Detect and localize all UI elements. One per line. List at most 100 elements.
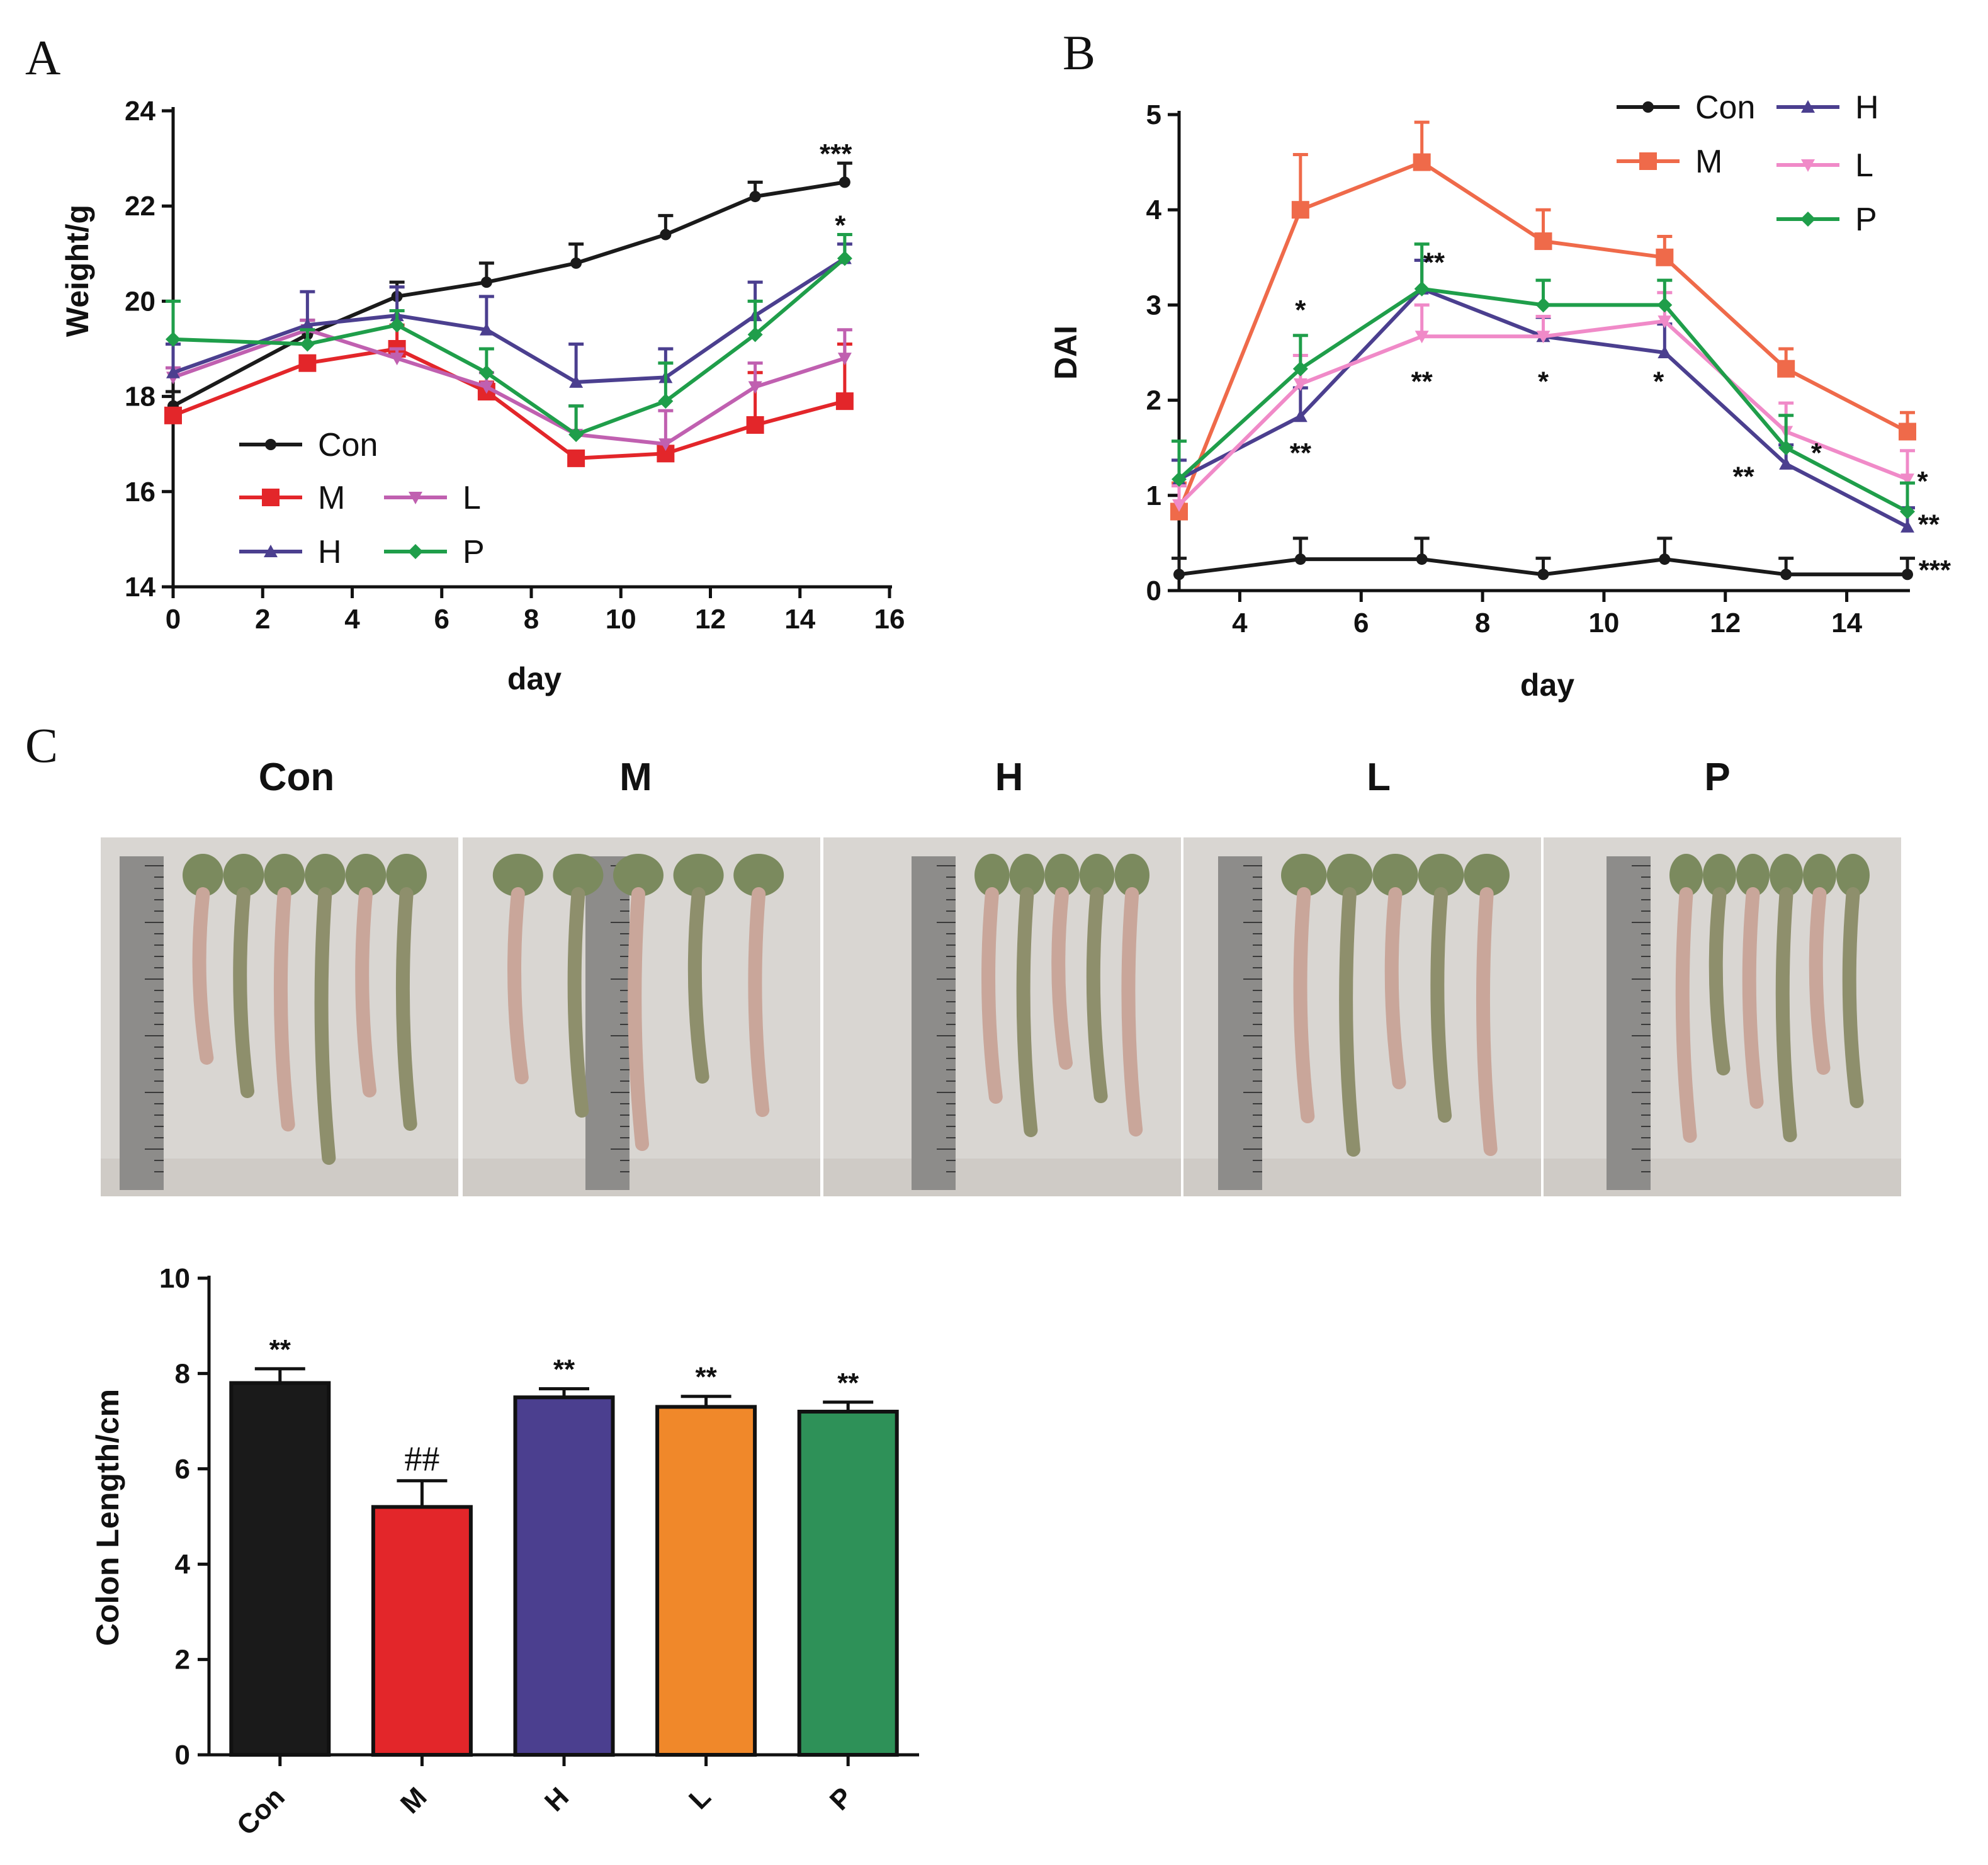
marker-L (748, 381, 762, 394)
ruler (1607, 856, 1651, 1190)
series-line-H (172, 256, 846, 384)
y-tick-label: 4 (1146, 195, 1162, 225)
cecum (1703, 854, 1736, 897)
bar-M (371, 1505, 473, 1757)
marker-L (479, 381, 494, 394)
x-tick-label: 4 (344, 604, 360, 635)
weight-chart-annotations: **** (820, 139, 852, 241)
marker-H (1900, 519, 1914, 533)
marker-Con (480, 276, 492, 288)
x-tick-label: 14 (1831, 608, 1862, 638)
photo-panel-shadow (1544, 1159, 1901, 1196)
marker-L (658, 438, 673, 451)
weight-chart-legend: Con M L H P (239, 427, 485, 570)
legend-marker-Con (265, 439, 276, 450)
colon (1775, 887, 1797, 1142)
significance-label: ** (1918, 509, 1940, 540)
marker-L (1536, 331, 1550, 344)
series-line-P (172, 257, 846, 437)
y-tick-label: 3 (1146, 290, 1161, 320)
cecum (1836, 854, 1870, 897)
bar-annotation-H: ** (553, 1354, 575, 1385)
photo-group-label-Con: Con (259, 756, 335, 799)
marker-Con (1537, 569, 1549, 581)
x-tick-label: 10 (1588, 608, 1619, 638)
y-tick-label: 20 (125, 286, 155, 317)
significance-label: * (1295, 295, 1306, 326)
bar-category-label-M: M (395, 1781, 433, 1820)
marker-M (1777, 360, 1795, 378)
bar-P (797, 1409, 899, 1757)
bar-annotation-M: ## (404, 1440, 439, 1479)
colon (192, 887, 214, 1065)
weight-chart-series (164, 161, 854, 467)
y-tick-label: 14 (125, 572, 155, 603)
x-tick-label: 14 (784, 604, 815, 635)
ruler (585, 856, 630, 1190)
cecum (1803, 854, 1836, 897)
legend-label-H: H (318, 534, 342, 570)
marker-Con (1416, 553, 1428, 565)
x-tick-label: 6 (1353, 608, 1369, 638)
colon (1121, 887, 1143, 1137)
legend-label-L: L (1855, 147, 1873, 184)
colon (687, 887, 709, 1084)
legend-label-Con: Con (318, 427, 378, 463)
marker-P (300, 336, 315, 352)
colon (273, 887, 295, 1131)
marker-M (1899, 422, 1916, 441)
marker-Con (839, 176, 850, 188)
series-line-L (172, 327, 845, 446)
y-tick-label: 2 (175, 1645, 190, 1675)
cecum (1736, 854, 1770, 897)
bar-L (655, 1405, 757, 1757)
bar-Con (229, 1381, 331, 1757)
cecum (733, 854, 784, 897)
colon (1842, 887, 1864, 1108)
marker-M (746, 416, 764, 434)
colon-photo-strip (101, 837, 1901, 1196)
cecum (1009, 854, 1045, 897)
panel-b-letter: B (1063, 25, 1095, 80)
photo-group-label-M: M (619, 756, 652, 799)
x-tick-label: 2 (255, 604, 270, 635)
cecum (1770, 854, 1803, 897)
legend-marker-M (1639, 152, 1657, 170)
y-tick-label: 2 (1146, 385, 1161, 416)
x-tick-label: 4 (1232, 608, 1248, 638)
cecum (673, 854, 724, 897)
dai-chart-annotations: ******* * ********** (1290, 247, 1951, 585)
colon (507, 887, 529, 1084)
dai-chart-ylabel: DAI (1048, 326, 1083, 380)
marker-M (1656, 248, 1674, 266)
marker-P (166, 331, 181, 347)
colon (355, 887, 376, 1097)
weight-chart-xlabel: day (507, 661, 562, 696)
colon-length-bars: ** Con ## M ** H ** L ** P (229, 1334, 899, 1842)
marker-M (1291, 201, 1309, 219)
bar-category-label-H: H (539, 1781, 575, 1817)
significance-label: * (1917, 466, 1929, 497)
marker-Con (1659, 553, 1671, 565)
cecum (1079, 854, 1115, 897)
marker-L (390, 353, 404, 366)
colon (1742, 887, 1764, 1109)
marker-H (1658, 346, 1672, 358)
marker-P (1535, 297, 1551, 313)
significance-label: ** (1411, 366, 1433, 397)
marker-P (389, 317, 405, 333)
marker-Con (1780, 569, 1792, 581)
significance-label: * (1811, 438, 1822, 468)
legend-label-P: P (1855, 201, 1877, 238)
marker-Con (570, 257, 582, 269)
cecum (223, 854, 264, 897)
y-tick-label: 8 (175, 1358, 190, 1389)
marker-P (478, 365, 494, 380)
ruler (120, 856, 164, 1190)
x-tick-label: 12 (1710, 608, 1741, 638)
cecum (304, 854, 346, 897)
significance-label: *** (820, 139, 852, 169)
significance-label: * (835, 210, 846, 241)
marker-P (1414, 281, 1430, 297)
